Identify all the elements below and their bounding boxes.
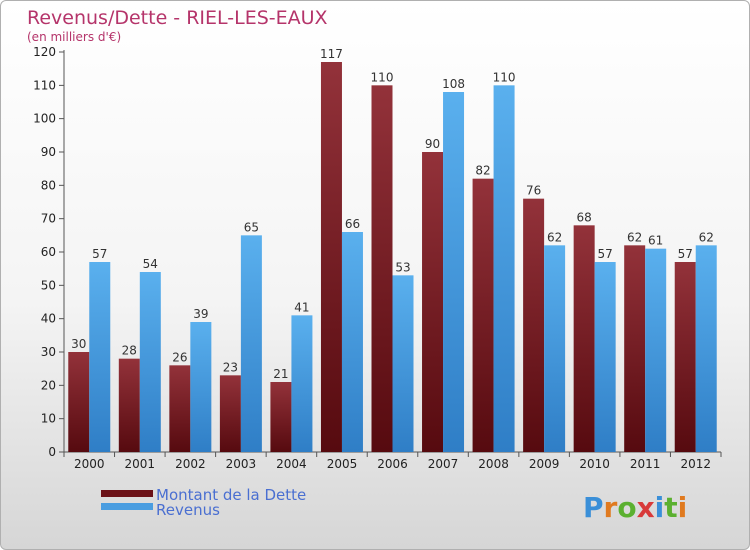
bar-revenus <box>291 315 313 452</box>
value-label-revenus: 54 <box>143 257 158 271</box>
value-label-revenus: 39 <box>193 307 208 321</box>
bar-dette <box>422 152 444 452</box>
bar-dette <box>68 352 90 452</box>
value-label-revenus: 61 <box>648 234 663 248</box>
y-tick-label: 0 <box>48 445 56 459</box>
x-tick-label: 2012 <box>680 457 711 471</box>
legend-swatch-debt <box>101 490 153 497</box>
value-label-dette: 30 <box>71 337 86 351</box>
logo-letter: P <box>583 491 604 524</box>
bar-revenus <box>392 275 414 452</box>
value-label-dette: 21 <box>273 367 288 381</box>
logo-letter: i <box>655 491 665 524</box>
logo-letter: x <box>637 491 655 524</box>
value-label-dette: 110 <box>371 70 394 84</box>
legend-label-revenus: Revenus <box>156 501 220 519</box>
value-label-revenus: 62 <box>699 230 714 244</box>
y-tick-label: 80 <box>41 178 56 192</box>
y-tick-label: 90 <box>41 145 56 159</box>
value-label-dette: 90 <box>425 137 440 151</box>
bar-dette <box>270 382 292 452</box>
y-tick-label: 10 <box>41 412 56 426</box>
bar-revenus <box>645 248 667 452</box>
value-label-dette: 82 <box>475 164 490 178</box>
plot-area: 0 10 20 30 40 50 60 70 80 90 100 110 120 2000 30 57 2001… <box>33 45 722 471</box>
bar-revenus <box>139 272 161 452</box>
y-tick-label: 110 <box>33 78 56 92</box>
bar-revenus <box>544 245 566 452</box>
y-tick-label: 20 <box>41 378 56 392</box>
bar-revenus <box>240 235 262 452</box>
value-label-revenus: 53 <box>395 260 410 274</box>
value-label-revenus: 41 <box>294 300 309 314</box>
logo-letter: r <box>604 491 618 524</box>
bar-dette <box>371 85 393 452</box>
x-tick-label: 2010 <box>579 457 610 471</box>
chart-subtitle: (en milliers d'€) <box>27 30 121 44</box>
x-tick-label: 2002 <box>175 457 206 471</box>
legend-label-debt: Montant de la Dette <box>156 486 306 504</box>
proxiti-logo: Proxiti <box>583 491 687 524</box>
value-label-revenus: 62 <box>547 230 562 244</box>
y-tick-label: 70 <box>41 212 56 226</box>
bar-dette <box>169 365 191 452</box>
value-label-dette: 68 <box>577 210 592 224</box>
bar-dette <box>320 62 342 452</box>
value-label-dette: 26 <box>172 350 187 364</box>
y-tick-label: 60 <box>41 245 56 259</box>
x-tick-label: 2004 <box>276 457 307 471</box>
bar-revenus <box>190 322 212 452</box>
x-tick-label: 2007 <box>428 457 459 471</box>
bar-revenus <box>695 245 717 452</box>
x-tick-label: 2001 <box>125 457 156 471</box>
bar-revenus <box>341 232 363 452</box>
y-tick-label: 100 <box>33 112 56 126</box>
x-tick-label: 2006 <box>377 457 408 471</box>
value-label-revenus: 57 <box>92 247 107 261</box>
x-tick-label: 2005 <box>327 457 358 471</box>
legend: Montant de la Dette Revenus <box>101 486 306 519</box>
bar-revenus <box>594 262 616 452</box>
value-label-revenus: 108 <box>442 77 465 91</box>
bar-dette <box>523 198 545 452</box>
bar-dette <box>674 262 696 452</box>
x-tick-label: 2009 <box>529 457 560 471</box>
value-label-dette: 28 <box>122 344 137 358</box>
value-label-revenus: 65 <box>244 220 259 234</box>
logo-letter: t <box>664 491 677 524</box>
value-label-dette: 62 <box>627 230 642 244</box>
value-label-revenus: 110 <box>493 70 516 84</box>
bar-revenus <box>493 85 515 452</box>
bar-dette <box>624 245 646 452</box>
value-label-dette: 76 <box>526 184 541 198</box>
bar-dette <box>472 178 494 452</box>
value-label-dette: 23 <box>223 360 238 374</box>
logo-letter: i <box>678 491 688 524</box>
value-label-dette: 57 <box>678 247 693 261</box>
y-tick-label: 40 <box>41 312 56 326</box>
bar-dette <box>219 375 241 452</box>
logo-letter: o <box>617 491 636 524</box>
bar-dette <box>573 225 595 452</box>
x-tick-label: 2003 <box>226 457 257 471</box>
bar-revenus <box>89 262 111 452</box>
x-tick-label: 2011 <box>630 457 661 471</box>
legend-swatch-revenus <box>101 503 153 510</box>
bar-revenus <box>443 92 465 452</box>
x-tick-label: 2000 <box>74 457 105 471</box>
y-tick-label: 50 <box>41 278 56 292</box>
value-label-revenus: 57 <box>598 247 613 261</box>
bar-dette <box>118 358 140 452</box>
y-tick-label: 30 <box>41 345 56 359</box>
x-tick-label: 2008 <box>478 457 509 471</box>
value-label-dette: 117 <box>320 47 343 61</box>
value-label-revenus: 66 <box>345 217 360 231</box>
y-tick-label: 120 <box>33 45 56 59</box>
chart-title: Revenus/Dette - RIEL-LES-EAUX <box>27 7 328 29</box>
